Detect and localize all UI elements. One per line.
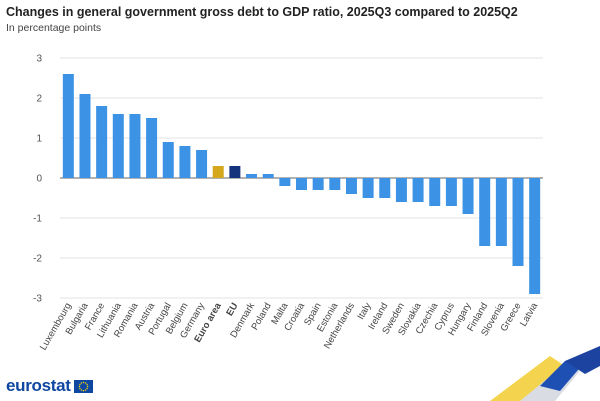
y-tick-label: 3 xyxy=(36,54,42,65)
bar-estonia xyxy=(329,178,341,190)
bar-hungary xyxy=(462,178,474,214)
bar-finland xyxy=(479,178,491,246)
bar-luxembourg xyxy=(62,74,74,178)
bar-cyprus xyxy=(445,178,457,206)
bar-lithuania xyxy=(112,114,124,178)
bar-euro-area xyxy=(212,166,224,178)
bar-italy xyxy=(362,178,374,198)
y-axis-ticks: 3 2 1 0 -1 -2 -3 xyxy=(33,54,42,305)
x-tick-label: EU xyxy=(224,301,240,318)
bar-slovakia xyxy=(412,178,424,202)
bar-ireland xyxy=(379,178,391,198)
bar-spain xyxy=(312,178,324,190)
y-tick-label: -1 xyxy=(33,214,42,225)
x-tick-label: Latvia xyxy=(518,300,541,328)
bar-romania xyxy=(129,114,141,178)
bar-poland xyxy=(262,174,274,178)
bar-malta xyxy=(279,178,291,186)
gridlines xyxy=(60,57,543,299)
bar-portugal xyxy=(162,142,174,178)
bar-germany xyxy=(196,150,208,178)
bar-slovenia xyxy=(495,178,507,246)
y-tick-label: 2 xyxy=(36,94,42,105)
bar-belgium xyxy=(179,146,191,178)
chart-subtitle: In percentage points xyxy=(6,22,102,34)
bars xyxy=(62,74,541,294)
y-tick-label: 0 xyxy=(36,174,42,185)
bar-czechia xyxy=(429,178,441,206)
bar-eu xyxy=(229,166,241,178)
bar-netherlands xyxy=(345,178,357,194)
eu-flag-icon xyxy=(73,379,93,393)
bar-sweden xyxy=(395,178,407,202)
bar-croatia xyxy=(296,178,307,190)
bar-bulgaria xyxy=(79,94,91,178)
bar-latvia xyxy=(529,178,541,294)
corner-decoration xyxy=(490,346,600,401)
y-tick-label: -2 xyxy=(33,254,42,265)
y-tick-label: 1 xyxy=(36,134,42,145)
y-tick-label: -3 xyxy=(33,294,42,305)
bar-denmark xyxy=(246,174,258,178)
logo-text: eurostat xyxy=(6,376,71,395)
chart-title: Changes in general government gross debt… xyxy=(6,5,518,19)
bar-austria xyxy=(146,118,158,178)
eurostat-logo: eurostat xyxy=(6,376,93,396)
bar-greece xyxy=(512,178,524,266)
bar-france xyxy=(96,106,108,178)
x-axis-labels: LuxembourgBulgariaFranceLithuaniaRomania… xyxy=(38,300,541,352)
